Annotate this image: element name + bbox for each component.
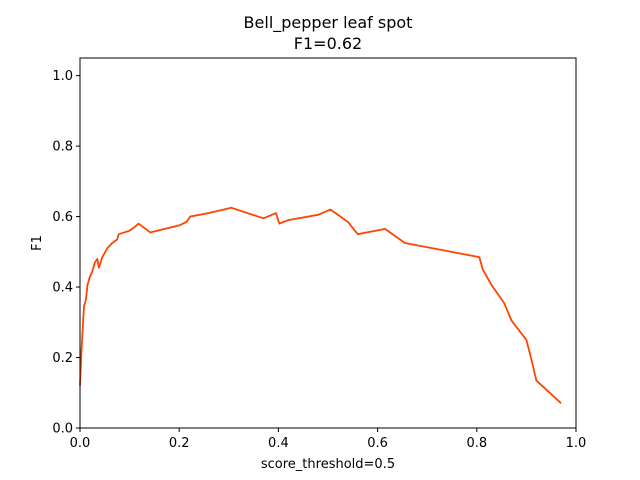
x-axis-title: score_threshold=0.5 (261, 457, 395, 472)
y-tick-label: 0.4 (52, 281, 73, 296)
y-tick-label: 1.0 (52, 69, 73, 84)
x-tick-label: 1.0 (566, 436, 587, 451)
y-tick-label: 0.8 (52, 140, 73, 155)
chart-subtitle: F1=0.62 (294, 34, 362, 53)
x-tick-label: 0.8 (466, 436, 487, 451)
y-tick-label: 0.0 (52, 422, 73, 437)
plot-frame (79, 57, 577, 429)
series-layer (79, 206, 562, 404)
y-tick-label: 0.6 (52, 210, 73, 225)
x-tick-label: 0.4 (268, 436, 289, 451)
y-axis-title: F1 (30, 235, 45, 251)
y-tick-label: 0.2 (52, 351, 73, 366)
f1-series-line-0 (79, 206, 562, 404)
x-tick-label: 0.6 (367, 436, 388, 451)
chart-title: Bell_pepper leaf spot (244, 13, 413, 33)
x-tick-label: 0.0 (70, 436, 91, 451)
axis-layer: 0.0 0.2 0.4 0.6 0.8 1.0 0.0 0.2 0.4 0.6 0.8 1.0 (52, 69, 586, 451)
x-tick-label: 0.2 (169, 436, 190, 451)
